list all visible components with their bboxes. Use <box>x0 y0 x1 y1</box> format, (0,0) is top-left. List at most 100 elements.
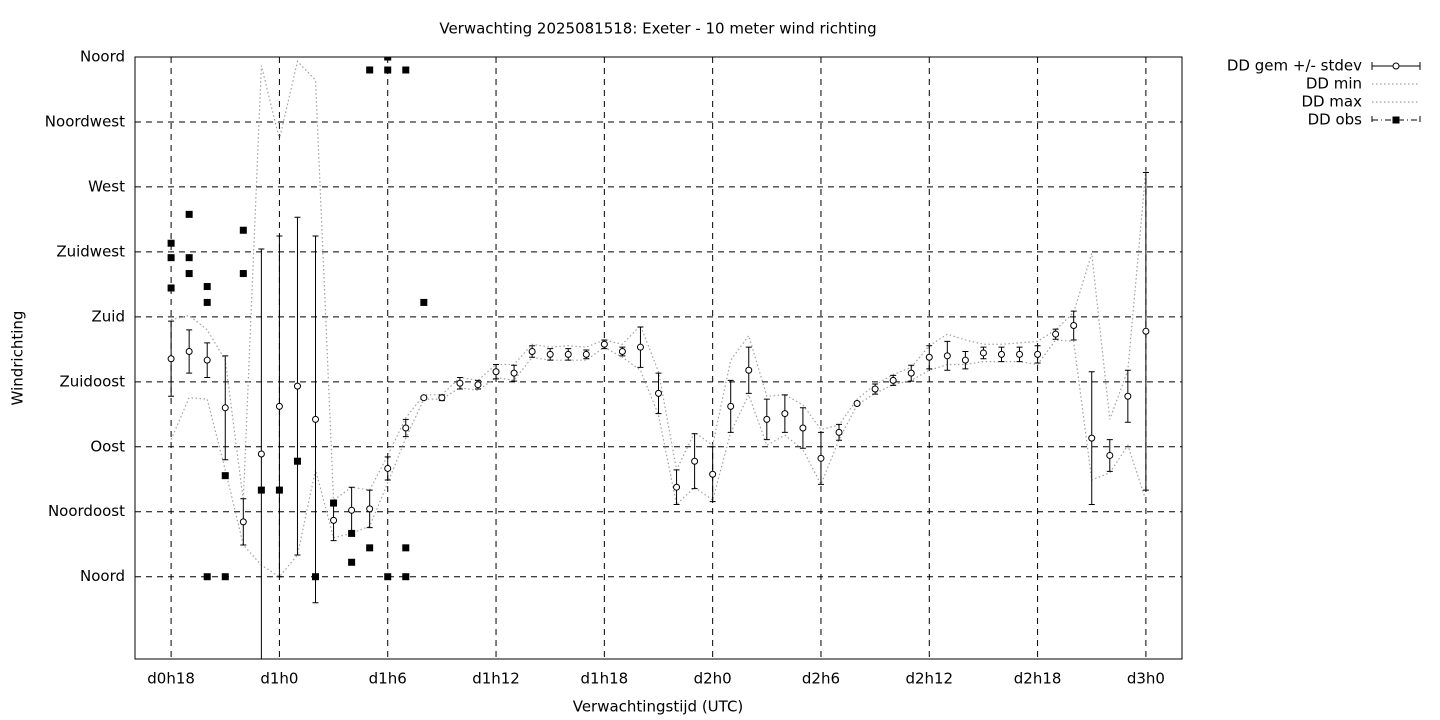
mean-point <box>745 366 753 374</box>
x-tick-label: d0h18 <box>147 670 195 688</box>
y-tick-label: Zuid <box>92 307 125 325</box>
mean-point <box>709 470 717 478</box>
mean-point <box>546 350 554 358</box>
mean-point <box>564 350 572 358</box>
x-tick-label: d1h12 <box>472 670 520 688</box>
mean-point <box>185 348 193 356</box>
obs-point <box>239 226 247 234</box>
x-tick-label: d2h12 <box>905 670 953 688</box>
x-axis-label: Verwachtingstijd (UTC) <box>573 698 744 716</box>
mean-point <box>997 350 1005 358</box>
legend-swatch <box>1392 62 1400 70</box>
legend-label: DD min <box>1306 75 1362 93</box>
x-tick-label: d2h18 <box>1014 670 1062 688</box>
mean-point <box>655 389 662 397</box>
obs-point <box>239 270 247 278</box>
obs-point <box>275 486 283 494</box>
mean-point <box>673 483 681 491</box>
mean-point <box>420 394 428 402</box>
legend-label: DD gem +/- stdev <box>1227 57 1362 75</box>
obs-point <box>293 457 301 465</box>
mean-point <box>925 353 933 361</box>
obs-point <box>384 573 392 581</box>
obs-point <box>221 573 229 581</box>
y-tick-label: Noordwest <box>45 112 125 130</box>
obs-point <box>348 558 356 566</box>
obs-point <box>366 544 374 552</box>
obs-point <box>366 66 374 74</box>
mean-point <box>528 348 536 356</box>
legend-swatch <box>1392 116 1400 124</box>
mean-point <box>763 415 771 423</box>
y-tick-label: Noord <box>80 567 125 585</box>
mean-point <box>492 368 500 376</box>
mean-point <box>275 402 283 410</box>
plot-area <box>167 57 1150 659</box>
mean-point <box>330 516 338 524</box>
obs-point <box>203 298 211 306</box>
obs-point <box>384 66 392 74</box>
mean-point <box>907 369 915 377</box>
obs-point <box>185 254 193 262</box>
mean-point <box>600 340 608 348</box>
mean-point <box>727 402 735 410</box>
mean-point <box>835 428 843 436</box>
obs-point <box>203 573 211 581</box>
y-tick-label: Noord <box>80 48 125 66</box>
y-tick-label: West <box>88 177 125 195</box>
mean-point <box>582 350 590 358</box>
x-tick-label: d1h18 <box>581 670 629 688</box>
chart-title: Verwachting 2025081518: Exeter - 10 mete… <box>439 20 876 38</box>
obs-point <box>420 298 428 306</box>
mean-point <box>293 382 301 390</box>
mean-point <box>474 381 482 389</box>
obs-point <box>221 472 229 480</box>
mean-point <box>618 348 626 356</box>
mean-point <box>1034 350 1042 358</box>
obs-point <box>312 573 320 581</box>
x-tick-label: d2h6 <box>802 670 840 688</box>
mean-point <box>221 404 229 412</box>
obs-point <box>203 283 211 291</box>
mean-point <box>167 355 175 363</box>
mean-point <box>943 352 951 360</box>
mean-point <box>961 356 969 364</box>
mean-point <box>239 518 247 526</box>
mean-point <box>1142 327 1150 335</box>
mean-point <box>889 376 897 384</box>
obs-point <box>167 239 175 247</box>
mean-point <box>979 349 987 357</box>
mean-point <box>1088 434 1096 442</box>
mean-point <box>1070 322 1078 330</box>
obs-point <box>167 254 175 262</box>
mean-point <box>510 369 518 377</box>
x-tick-label: d1h6 <box>369 670 407 688</box>
obs-point <box>402 544 410 552</box>
mean-point <box>257 450 265 458</box>
y-tick-label: Zuidoost <box>59 372 125 390</box>
mean-point <box>799 424 807 432</box>
mean-point <box>203 356 211 364</box>
mean-point <box>312 415 320 423</box>
obs-point <box>348 529 356 537</box>
legend-label: DD max <box>1301 93 1362 111</box>
mean-point <box>1124 392 1132 400</box>
legend-label: DD obs <box>1308 111 1363 129</box>
mean-point <box>1052 330 1060 338</box>
y-tick-label: Oost <box>90 437 125 455</box>
mean-point <box>636 343 644 351</box>
obs-point <box>257 486 265 494</box>
plot-frame <box>134 56 1183 660</box>
mean-point <box>438 394 446 402</box>
mean-point <box>817 454 825 462</box>
x-tick-label: d3h0 <box>1127 670 1165 688</box>
mean-point <box>348 506 356 514</box>
y-tick-label: Zuidwest <box>56 242 125 260</box>
x-tick-label: d2h0 <box>694 670 732 688</box>
mean-point <box>384 464 392 472</box>
obs-point <box>167 284 175 292</box>
mean-point <box>402 424 410 432</box>
mean-point <box>691 457 699 465</box>
